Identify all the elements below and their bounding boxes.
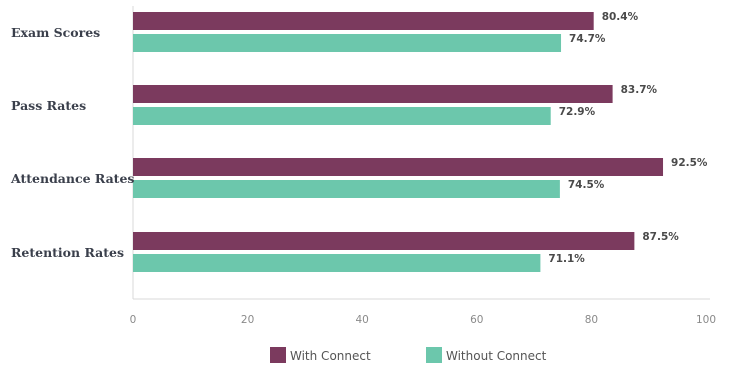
bar — [133, 34, 562, 52]
legend-label: With Connect — [290, 349, 371, 363]
x-tick-label: 80 — [585, 314, 598, 326]
bar — [133, 232, 635, 250]
x-tick-label: 100 — [696, 314, 716, 326]
legend: With Connect Without Connect — [270, 347, 547, 363]
data-label: 87.5% — [642, 231, 679, 243]
x-tick-label: 20 — [241, 314, 254, 326]
data-label: 72.9% — [559, 106, 596, 118]
bar — [133, 107, 551, 125]
data-label: 74.5% — [568, 179, 605, 191]
data-label: 80.4% — [602, 11, 639, 23]
data-label: 83.7% — [621, 84, 658, 96]
bar — [133, 254, 541, 272]
legend-swatch — [270, 347, 286, 363]
legend-label: Without Connect — [446, 349, 547, 363]
labels-layer: Exam Scores Pass Rates Attendance Rates Ret… — [10, 11, 708, 265]
data-label: 74.7% — [569, 33, 606, 45]
bar — [133, 180, 560, 198]
axis-layer: 0 20 40 60 80 100 — [130, 6, 716, 326]
bar — [133, 158, 664, 176]
x-tick-label: 0 — [130, 314, 137, 326]
data-label: 92.5% — [671, 157, 708, 169]
bar — [133, 85, 613, 103]
category-label: Retention Rates — [11, 245, 124, 260]
bars-layer — [133, 12, 664, 272]
legend-swatch — [426, 347, 442, 363]
x-tick-label: 60 — [470, 314, 483, 326]
category-label: Pass Rates — [11, 98, 86, 113]
bar — [133, 12, 594, 30]
x-tick-label: 40 — [356, 314, 369, 326]
category-label: Attendance Rates — [10, 171, 134, 186]
data-label: 71.1% — [548, 253, 585, 265]
category-label: Exam Scores — [11, 25, 100, 40]
